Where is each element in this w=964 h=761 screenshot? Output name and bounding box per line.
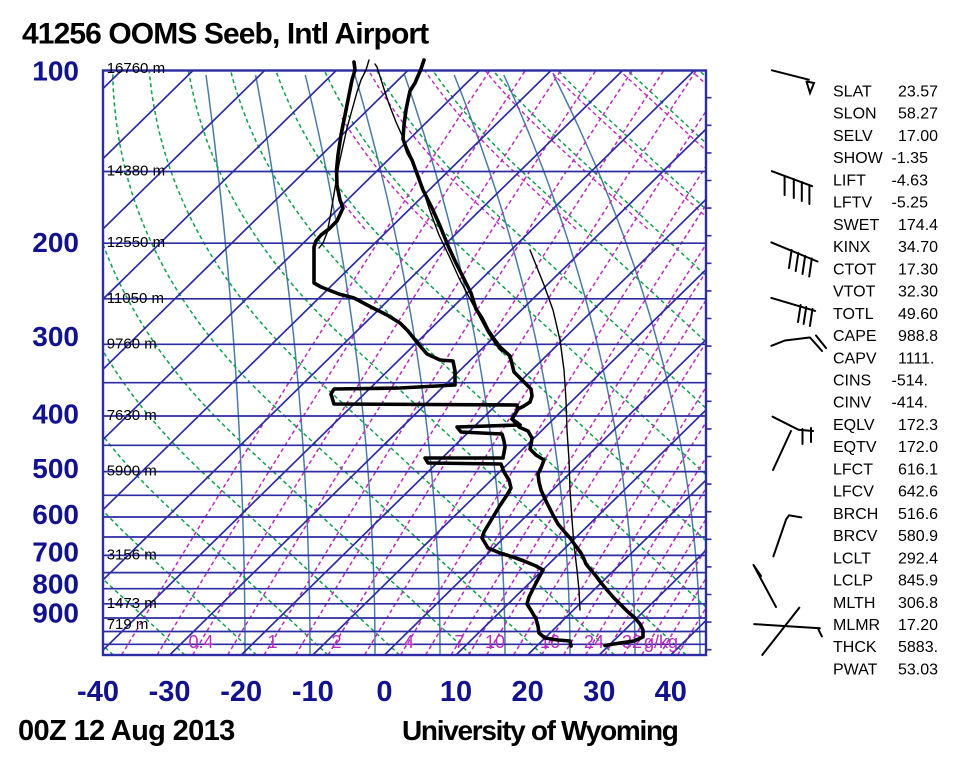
svg-text:MLMR: MLMR bbox=[833, 617, 880, 634]
svg-text:23.57: 23.57 bbox=[898, 84, 938, 101]
svg-text:3156 m: 3156 m bbox=[107, 546, 157, 563]
svg-text:LCLT: LCLT bbox=[833, 550, 871, 567]
svg-text:7: 7 bbox=[454, 632, 464, 652]
svg-text:616.1: 616.1 bbox=[898, 461, 938, 478]
svg-text:53.03: 53.03 bbox=[898, 662, 938, 679]
svg-text:172.3: 172.3 bbox=[898, 417, 938, 434]
svg-text:-1.35: -1.35 bbox=[892, 150, 929, 167]
svg-text:g/kg: g/kg bbox=[644, 632, 678, 652]
svg-text:-4.63: -4.63 bbox=[892, 172, 929, 189]
svg-text:700: 700 bbox=[32, 537, 79, 568]
svg-text:30: 30 bbox=[583, 676, 615, 708]
svg-text:7630 m: 7630 m bbox=[107, 407, 157, 424]
svg-text:0: 0 bbox=[376, 676, 392, 708]
svg-text:24: 24 bbox=[584, 632, 604, 652]
svg-text:1111.: 1111. bbox=[898, 350, 934, 367]
svg-text:292.4: 292.4 bbox=[898, 550, 938, 567]
svg-text:EQLV: EQLV bbox=[833, 417, 875, 434]
svg-text:34.70: 34.70 bbox=[898, 239, 938, 256]
svg-text:100: 100 bbox=[32, 55, 79, 86]
svg-text:40: 40 bbox=[655, 676, 687, 708]
svg-text:LCLP: LCLP bbox=[833, 573, 873, 590]
svg-text:LFCT: LFCT bbox=[833, 461, 873, 478]
svg-text:11050 m: 11050 m bbox=[107, 290, 164, 307]
svg-text:1473 m: 1473 m bbox=[107, 595, 157, 612]
svg-text:4: 4 bbox=[404, 632, 414, 652]
svg-text:KINX: KINX bbox=[833, 239, 871, 256]
svg-text:306.8: 306.8 bbox=[898, 595, 938, 612]
svg-text:17.30: 17.30 bbox=[898, 261, 938, 278]
svg-text:VTOT: VTOT bbox=[833, 284, 876, 301]
svg-text:-414.: -414. bbox=[892, 395, 928, 412]
svg-text:LFCV: LFCV bbox=[833, 484, 874, 501]
svg-text:49.60: 49.60 bbox=[898, 306, 938, 323]
svg-text:16760 m: 16760 m bbox=[107, 60, 165, 77]
svg-text:800: 800 bbox=[32, 569, 79, 600]
svg-text:845.9: 845.9 bbox=[898, 573, 938, 590]
svg-text:580.9: 580.9 bbox=[898, 528, 938, 545]
svg-text:CINS: CINS bbox=[833, 373, 871, 390]
svg-text:500: 500 bbox=[32, 453, 79, 484]
svg-text:CINV: CINV bbox=[833, 395, 872, 412]
svg-text:2: 2 bbox=[331, 632, 341, 652]
svg-text:719 m: 719 m bbox=[107, 616, 149, 633]
svg-text:SLON: SLON bbox=[833, 106, 877, 123]
svg-text:-10: -10 bbox=[292, 676, 334, 708]
svg-text:THCK: THCK bbox=[833, 639, 877, 656]
svg-text:PWAT: PWAT bbox=[833, 662, 878, 679]
svg-text:14380 m: 14380 m bbox=[107, 163, 165, 180]
svg-text:58.27: 58.27 bbox=[898, 106, 938, 123]
svg-text:516.6: 516.6 bbox=[898, 506, 938, 523]
svg-text:CAPV: CAPV bbox=[833, 350, 877, 367]
svg-text:-5.25: -5.25 bbox=[892, 195, 929, 212]
svg-text:BRCH: BRCH bbox=[833, 506, 878, 523]
svg-text:20: 20 bbox=[511, 676, 543, 708]
svg-text:-30: -30 bbox=[149, 676, 191, 708]
svg-text:5883.: 5883. bbox=[898, 639, 938, 656]
svg-text:00Z 12 Aug 2013: 00Z 12 Aug 2013 bbox=[18, 715, 235, 747]
svg-text:LFTV: LFTV bbox=[833, 195, 872, 212]
svg-text:400: 400 bbox=[32, 399, 79, 430]
svg-text:200: 200 bbox=[32, 227, 79, 258]
svg-text:174.4: 174.4 bbox=[898, 217, 938, 234]
svg-text:SWET: SWET bbox=[833, 217, 879, 234]
svg-text:900: 900 bbox=[32, 598, 79, 629]
svg-text:988.8: 988.8 bbox=[898, 328, 938, 345]
svg-text:10: 10 bbox=[440, 676, 472, 708]
svg-text:EQTV: EQTV bbox=[833, 439, 877, 456]
svg-text:0.4: 0.4 bbox=[188, 632, 213, 652]
svg-text:-40: -40 bbox=[77, 676, 119, 708]
svg-text:SELV: SELV bbox=[833, 128, 873, 145]
svg-text:172.0: 172.0 bbox=[898, 439, 938, 456]
svg-text:CAPE: CAPE bbox=[833, 328, 877, 345]
svg-text:MLTH: MLTH bbox=[833, 595, 875, 612]
svg-text:32.30: 32.30 bbox=[898, 284, 938, 301]
svg-text:1: 1 bbox=[267, 632, 277, 652]
svg-text:10: 10 bbox=[485, 632, 505, 652]
svg-text:300: 300 bbox=[32, 321, 79, 352]
svg-text:9760 m: 9760 m bbox=[107, 335, 157, 352]
svg-text:-514.: -514. bbox=[892, 373, 928, 390]
svg-text:SHOW: SHOW bbox=[833, 150, 884, 167]
svg-text:17.00: 17.00 bbox=[898, 128, 938, 145]
svg-text:CTOT: CTOT bbox=[833, 261, 876, 278]
svg-text:University of Wyoming: University of Wyoming bbox=[402, 715, 678, 746]
svg-text:5900 m: 5900 m bbox=[107, 463, 157, 480]
svg-text:12550 m: 12550 m bbox=[107, 234, 165, 251]
svg-text:TOTL: TOTL bbox=[833, 306, 874, 323]
svg-text:-20: -20 bbox=[220, 676, 262, 708]
svg-text:17.20: 17.20 bbox=[898, 617, 938, 634]
svg-text:SLAT: SLAT bbox=[833, 84, 872, 101]
svg-text:LIFT: LIFT bbox=[833, 172, 866, 189]
svg-text:BRCV: BRCV bbox=[833, 528, 878, 545]
svg-text:41256 OOMS Seeb, Intl Airport: 41256 OOMS Seeb, Intl Airport bbox=[22, 18, 429, 51]
svg-text:642.6: 642.6 bbox=[898, 484, 938, 501]
svg-text:600: 600 bbox=[32, 499, 79, 530]
